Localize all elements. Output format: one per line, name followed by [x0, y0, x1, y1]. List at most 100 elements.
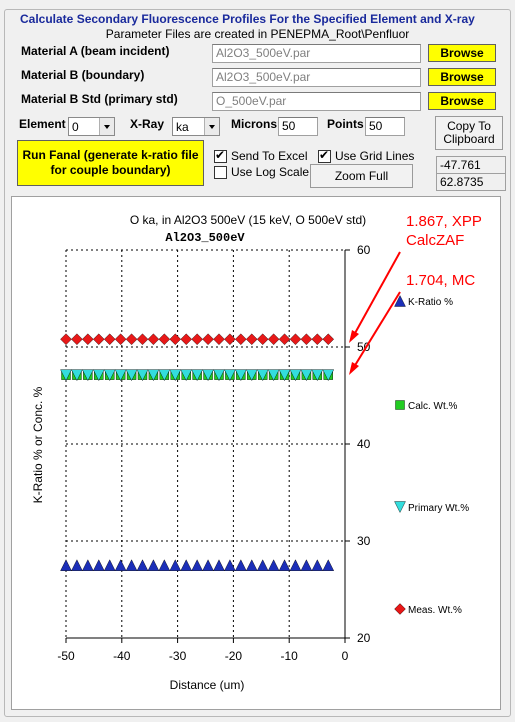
send-to-excel-checkbox[interactable]: ✔ [214, 148, 227, 163]
data-point [125, 369, 138, 382]
data-point [191, 369, 203, 382]
x-tick-label: 0 [342, 649, 349, 663]
y-tick-label: 60 [357, 243, 371, 257]
grid-lines [66, 249, 345, 639]
data-point [60, 559, 72, 571]
legend-marker [394, 501, 406, 513]
annotation-mc-line1: 1.704, MC [406, 272, 475, 289]
material-b-std-browse-button[interactable]: Browse [428, 92, 496, 110]
chart-legend: K-Ratio % Calc. Wt.% Primary Wt.% Meas. Wt.… [394, 295, 469, 616]
group-title: Calculate Secondary Fluorescence Profile… [17, 12, 478, 26]
data-point [322, 559, 335, 571]
data-point [169, 559, 182, 571]
data-point [82, 369, 94, 382]
data-point [169, 333, 182, 346]
data-point [136, 369, 149, 382]
material-a-field[interactable]: Al2O3_500eV.par [212, 44, 421, 63]
legend-marker [394, 295, 406, 307]
annotation-xpp-line1: 1.867, XPP [406, 213, 482, 230]
data-point [224, 333, 236, 346]
data-point [191, 333, 203, 346]
send-to-excel-label: Send To Excel [231, 149, 308, 163]
chart-title: O ka, in Al2O3 500eV (15 keV, O 500eV st… [130, 213, 366, 227]
material-b-field[interactable]: Al2O3_500eV.par [212, 68, 421, 87]
use-grid-lines-checkbox[interactable]: ✔ [318, 148, 331, 163]
data-point [300, 333, 313, 346]
element-dropdown[interactable]: 0 [68, 117, 115, 136]
material-b-std-field[interactable]: O_500eV.par [212, 92, 421, 111]
chevron-down-icon[interactable] [204, 118, 219, 135]
data-point [71, 369, 83, 382]
material-b-std-label: Material B Std (primary std) [21, 92, 178, 106]
data-point [267, 369, 280, 382]
data-point [92, 559, 105, 571]
data-point [125, 559, 138, 571]
data-point [235, 559, 247, 571]
check-mark-icon: ✔ [215, 148, 226, 162]
microns-input[interactable]: 50 [278, 117, 318, 136]
data-point [158, 369, 171, 382]
points-label: Points [327, 117, 364, 131]
data-point [311, 559, 324, 571]
xray-dropdown[interactable]: ka [172, 117, 220, 136]
data-point [71, 333, 83, 346]
data-point [278, 559, 291, 571]
material-a-browse-button[interactable]: Browse [428, 44, 496, 62]
data-point [114, 369, 127, 382]
data-point [92, 333, 105, 346]
data-point [136, 559, 149, 571]
data-point [300, 369, 313, 382]
use-log-scale-label: Use Log Scale [231, 165, 310, 179]
element-value: 0 [72, 120, 79, 134]
data-point [158, 333, 171, 346]
annotation-xpp-line2: CalcZAF [406, 232, 464, 249]
data-point [92, 369, 105, 382]
data-point [147, 559, 160, 571]
y-tick-label: 30 [357, 534, 371, 548]
data-point [60, 369, 72, 382]
points-input[interactable]: 50 [365, 117, 405, 136]
data-point [235, 333, 247, 346]
use-log-scale-checkbox[interactable] [214, 166, 227, 179]
data-point [256, 369, 269, 382]
data-point [213, 559, 225, 571]
data-point [322, 333, 335, 346]
x-tick-label: -30 [169, 649, 187, 663]
data-point [114, 559, 127, 571]
plot-area [11, 196, 501, 710]
xray-label: X-Ray [130, 117, 165, 131]
legend-label: Primary Wt.% [408, 503, 469, 514]
data-point [103, 333, 116, 346]
data-point [235, 369, 247, 382]
data-point [169, 369, 182, 382]
data-point [158, 559, 171, 571]
data-point [202, 559, 214, 571]
data-point [180, 333, 192, 346]
chevron-down-icon[interactable] [99, 118, 114, 135]
zoom-full-button[interactable]: Zoom Full [310, 164, 413, 188]
data-point [245, 559, 258, 571]
data-markers [60, 333, 335, 571]
y-tick-label: 20 [357, 631, 371, 645]
data-point [213, 369, 225, 382]
data-point [267, 333, 280, 346]
chart-subtitle: Al2O3_500eV [165, 231, 245, 245]
run-fanal-button[interactable]: Run Fanal (generate k-ratio file for cou… [17, 140, 204, 186]
data-point [256, 559, 269, 571]
data-point [180, 559, 193, 571]
cursor-y-readout: 62.8735 [436, 173, 506, 191]
element-label: Element [19, 117, 66, 131]
data-point [191, 559, 203, 571]
xray-value: ka [176, 120, 189, 134]
legend-marker [394, 603, 406, 615]
x-tick-label: -20 [225, 649, 243, 663]
copy-to-clipboard-button[interactable]: Copy To Clipboard [435, 116, 503, 150]
material-b-browse-button[interactable]: Browse [428, 68, 496, 86]
legend-label: Meas. Wt.% [408, 605, 462, 616]
data-point [245, 333, 258, 346]
data-point [213, 333, 225, 346]
data-point [82, 559, 94, 571]
data-point [125, 333, 138, 346]
data-point [202, 333, 214, 346]
